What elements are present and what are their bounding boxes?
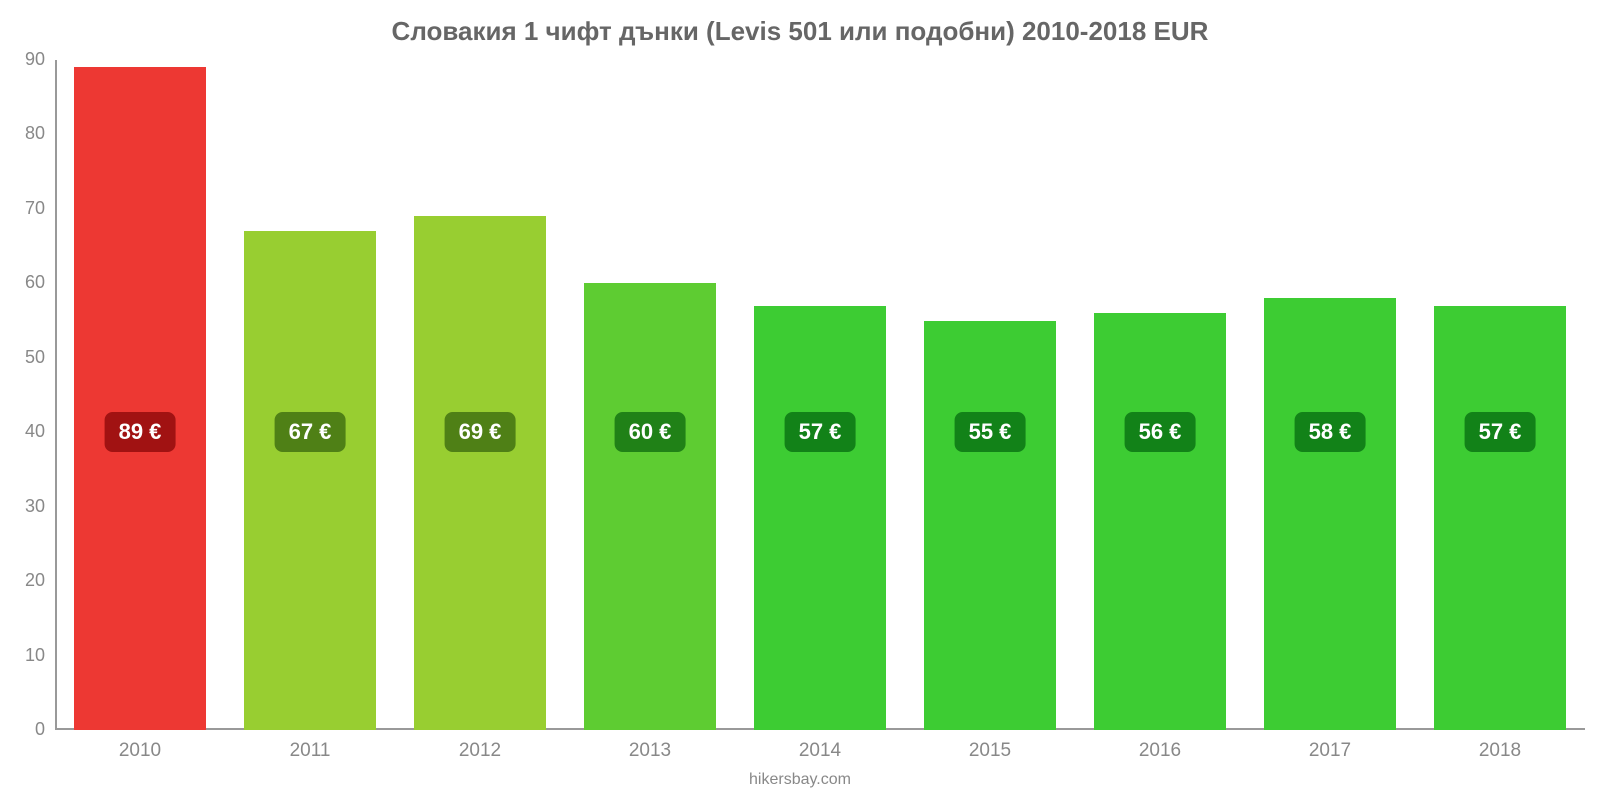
x-tick-label: 2016 — [1075, 740, 1245, 762]
bar — [924, 321, 1057, 730]
y-tick-label: 0 — [5, 719, 45, 740]
y-tick-label: 20 — [5, 570, 45, 591]
y-tick-label: 50 — [5, 347, 45, 368]
y-tick-label: 80 — [5, 123, 45, 144]
bar-value-label: 58 € — [1295, 412, 1366, 452]
y-tick-label: 10 — [5, 645, 45, 666]
y-tick-label: 60 — [5, 272, 45, 293]
y-tick-label: 90 — [5, 49, 45, 70]
bar-value-label: 55 € — [955, 412, 1026, 452]
y-tick-label: 70 — [5, 198, 45, 219]
x-tick-label: 2010 — [55, 740, 225, 762]
chart-source: hikersbay.com — [0, 771, 1600, 789]
chart-title: Словакия 1 чифт дънки (Levis 501 или под… — [0, 0, 1600, 47]
bar-value-label: 69 € — [445, 412, 516, 452]
bar-chart: Словакия 1 чифт дънки (Levis 501 или под… — [0, 0, 1600, 800]
bar — [584, 283, 717, 730]
y-axis-line — [55, 60, 57, 730]
x-tick-label: 2015 — [905, 740, 1075, 762]
x-tick-label: 2011 — [225, 740, 395, 762]
y-tick-label: 30 — [5, 496, 45, 517]
bar — [74, 67, 207, 730]
bar — [1434, 306, 1567, 730]
x-tick-label: 2017 — [1245, 740, 1415, 762]
bar — [1264, 298, 1397, 730]
bar-value-label: 57 € — [1465, 412, 1536, 452]
bar-value-label: 56 € — [1125, 412, 1196, 452]
bar-value-label: 60 € — [615, 412, 686, 452]
x-tick-label: 2018 — [1415, 740, 1585, 762]
bar-value-label: 57 € — [785, 412, 856, 452]
x-tick-label: 2012 — [395, 740, 565, 762]
bar — [1094, 313, 1227, 730]
x-tick-label: 2013 — [565, 740, 735, 762]
bar — [244, 231, 377, 730]
x-tick-label: 2014 — [735, 740, 905, 762]
plot-area: 89 € 67 € 69 € 60 € 57 € 55 € 56 € 58 € 57 € — [55, 60, 1585, 730]
bar — [414, 216, 547, 730]
bar-value-label: 67 € — [275, 412, 346, 452]
bar-value-label: 89 € — [105, 412, 176, 452]
bar — [754, 306, 887, 730]
y-tick-label: 40 — [5, 421, 45, 442]
